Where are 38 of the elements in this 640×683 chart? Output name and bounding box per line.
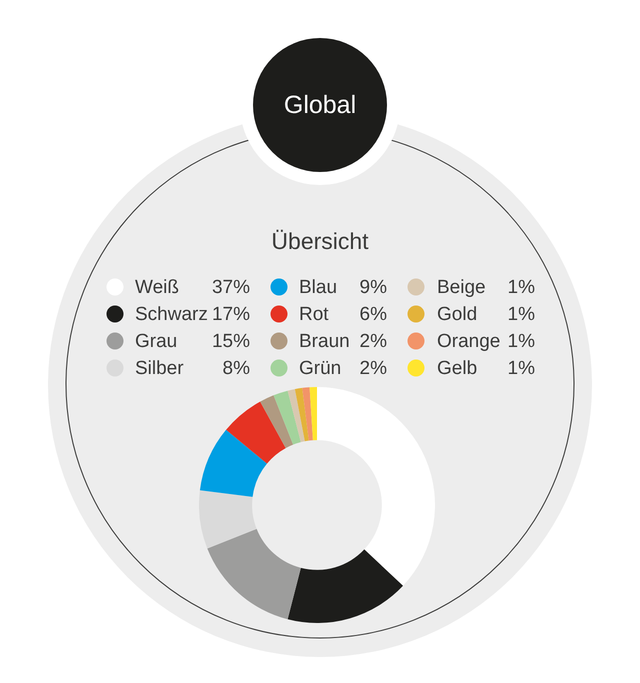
data-label: 1% xyxy=(508,358,536,379)
data-label: 6% xyxy=(360,304,388,325)
donut-slice xyxy=(226,402,286,464)
donut-slice xyxy=(274,390,301,445)
legend-label: Braun xyxy=(299,331,350,352)
legend-label: Beige xyxy=(437,277,486,298)
legend-label: Gelb xyxy=(437,358,478,379)
donut-slice xyxy=(288,389,305,442)
data-label: 17% xyxy=(212,304,250,325)
legend-label: Schwarz xyxy=(135,304,208,325)
legend-label: Silber xyxy=(135,358,184,379)
legend-label: Weiß xyxy=(135,277,179,298)
donut-slice xyxy=(207,528,301,620)
donut-slice xyxy=(317,387,435,586)
legend-label: Orange xyxy=(437,331,500,352)
data-label: 1% xyxy=(508,304,536,325)
donut-slice xyxy=(288,549,404,623)
chart-title: Global xyxy=(284,91,356,119)
donut-slice xyxy=(310,387,317,440)
donut-slice xyxy=(200,430,267,497)
data-label: 1% xyxy=(508,331,536,352)
legend-label: Grau xyxy=(135,331,178,352)
donut-slice xyxy=(294,388,309,442)
legend-label: Blau xyxy=(299,277,338,298)
data-label: 8% xyxy=(222,358,250,379)
donut-slice xyxy=(260,395,294,448)
data-label: 2% xyxy=(360,331,388,352)
data-label: 9% xyxy=(360,277,388,298)
donut-slice xyxy=(302,387,313,441)
chart-subtitle: Übersicht xyxy=(271,228,370,254)
data-label: 1% xyxy=(508,277,536,298)
data-label: 2% xyxy=(360,358,388,379)
donut-slice xyxy=(199,490,257,548)
legend-label: Grün xyxy=(299,358,342,379)
legend-label: Gold xyxy=(437,304,478,325)
data-label: 37% xyxy=(212,277,250,298)
data-label: 15% xyxy=(212,331,250,352)
legend-label: Rot xyxy=(299,304,330,325)
